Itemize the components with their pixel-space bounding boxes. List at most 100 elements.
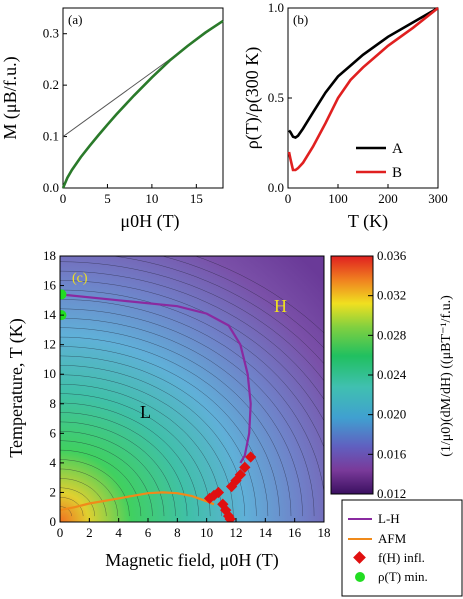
- contour-line: [60, 459, 130, 517]
- region-label-l: L: [140, 402, 151, 422]
- contour-line: [60, 412, 188, 517]
- contour-line: [161, 256, 324, 349]
- series-lh-line: [60, 293, 252, 464]
- x-tick-label: 200: [378, 191, 398, 206]
- y-tick-label: 6: [50, 425, 57, 440]
- series-line: [288, 6, 439, 140]
- panel-c-xlabel: Magnetic field, μ0H (T): [105, 550, 279, 571]
- contour-line: [60, 346, 269, 517]
- y-tick-label: 8: [50, 396, 57, 411]
- legend-label-lh: L-H: [378, 511, 400, 526]
- x-tick-label: 5: [104, 191, 111, 206]
- colorbar-tick-label: 0.016: [377, 446, 407, 461]
- contour-line: [60, 280, 324, 422]
- panel-b-xlabel: T (K): [348, 211, 388, 232]
- x-tick-label: 2: [86, 525, 93, 540]
- rho-min-marker: [60, 289, 67, 300]
- infl-marker: [234, 469, 247, 481]
- contour-line: [60, 402, 199, 517]
- contour-line: [60, 449, 142, 517]
- contour-line: [60, 487, 95, 517]
- contour-line: [60, 289, 324, 448]
- y-tick-label: 10: [43, 366, 56, 381]
- contour-line: [60, 261, 324, 382]
- infl-marker: [239, 461, 251, 473]
- panel-b-label: (b): [293, 12, 308, 27]
- contour-line: [60, 431, 165, 517]
- panel-a-xlabel: μ0H (T): [120, 211, 179, 232]
- x-tick-label: 14: [259, 525, 273, 540]
- colorbar-tick-label: 0.028: [377, 327, 406, 342]
- colorbar-tick-label: 0.024: [377, 367, 407, 382]
- series-line: [61, 19, 224, 189]
- legend-label-infl: f(H) infl.: [378, 550, 425, 565]
- contour-line: [194, 256, 324, 334]
- y-tick-label: 16: [43, 278, 57, 293]
- panel-a-ticks: 0 5 10 15 0.0 0.1 0.2 0.3: [43, 26, 203, 206]
- y-tick-label: 2: [50, 484, 57, 499]
- contour-line: [60, 355, 257, 517]
- contour-line: [60, 383, 222, 517]
- heatmap-field: [60, 256, 324, 522]
- infl-marker: [245, 451, 257, 463]
- contour-line: [60, 468, 119, 517]
- panel-b-ticks: 0 100 200 300 0.0 0.5 1.0: [268, 0, 448, 206]
- colorbar-tick-label: 0.020: [377, 407, 406, 422]
- y-tick-label: 0.5: [268, 90, 284, 105]
- x-tick-label: 300: [428, 191, 448, 206]
- y-tick-label: 14: [43, 307, 57, 322]
- legend-label-afm: AFM: [378, 531, 407, 546]
- x-tick-label: 6: [145, 525, 152, 540]
- contour-line: [60, 440, 153, 517]
- panel-a-ylabel: M (μB/f.u.): [0, 56, 21, 139]
- x-tick-label: 15: [190, 191, 203, 206]
- colorbar-ticks: 0.012 0.016 0.020 0.024 0.028 0.032 0.036: [368, 248, 407, 501]
- contour-line: [60, 496, 84, 517]
- contour-line: [60, 393, 211, 517]
- colorbar-tick-label: 0.012: [377, 486, 406, 501]
- panel-c-ylabel: Temperature, T (K): [6, 318, 27, 458]
- panel-b-frame: [287, 7, 439, 189]
- legend-label-rhomin: ρ(T) min.: [378, 569, 428, 584]
- x-tick-label: 4: [115, 525, 122, 540]
- x-tick-label: 0: [60, 191, 67, 206]
- contour-line: [60, 478, 107, 517]
- series-afm-line: [60, 491, 215, 512]
- legend-label-a: A: [392, 141, 403, 157]
- y-tick-label: 0.1: [43, 129, 59, 144]
- legend-marker-rhomin: [355, 572, 365, 582]
- panel-c-label: (c): [72, 271, 88, 286]
- panel-a-series: [61, 19, 224, 189]
- panel-b: 0 100 200 300 0.0 0.5 1.0 (b) A B T (K) ρ(T)/ρ…: [242, 0, 448, 232]
- x-tick-label: 12: [230, 525, 243, 540]
- x-tick-label: 100: [328, 191, 348, 206]
- series-line: [287, 6, 439, 172]
- contour-line: [60, 327, 292, 517]
- contour-line: [60, 299, 324, 495]
- colorbar-label: (1/μ0)(dM/dH) ((μBT⁻¹/f.u.): [439, 295, 454, 457]
- panel-c-frame: [59, 255, 325, 523]
- legend-label-b: B: [392, 165, 402, 181]
- contour-line: [60, 318, 303, 517]
- y-tick-label: 0: [50, 514, 57, 529]
- panel-a-frame: [62, 7, 224, 189]
- infl-marker: [212, 486, 225, 499]
- x-tick-label: 0: [57, 525, 64, 540]
- panel-a: 0 5 10 15 0.0 0.1 0.2 0.3 (a) μ0H (T) M (μB/f.u…: [0, 7, 224, 232]
- y-tick-label: 18: [43, 248, 56, 263]
- x-tick-label: 10: [145, 191, 158, 206]
- contour-line: [60, 308, 315, 517]
- panel-c-legend: L-H AFM f(H) infl. ρ(T) min.: [341, 499, 463, 597]
- x-tick-label: 8: [174, 525, 181, 540]
- panel-b-ylabel: ρ(T)/ρ(300 K): [242, 47, 263, 149]
- y-tick-label: 0.2: [43, 77, 59, 92]
- y-tick-label: 0.3: [43, 26, 59, 41]
- panel-b-legend: A B: [356, 141, 403, 181]
- y-tick-label: 12: [43, 337, 56, 352]
- panel-b-series: [287, 6, 439, 172]
- x-tick-label: 18: [318, 525, 331, 540]
- x-tick-label: 16: [288, 525, 302, 540]
- y-tick-label: 1.0: [268, 0, 284, 15]
- y-tick-label: 0.0: [268, 180, 284, 195]
